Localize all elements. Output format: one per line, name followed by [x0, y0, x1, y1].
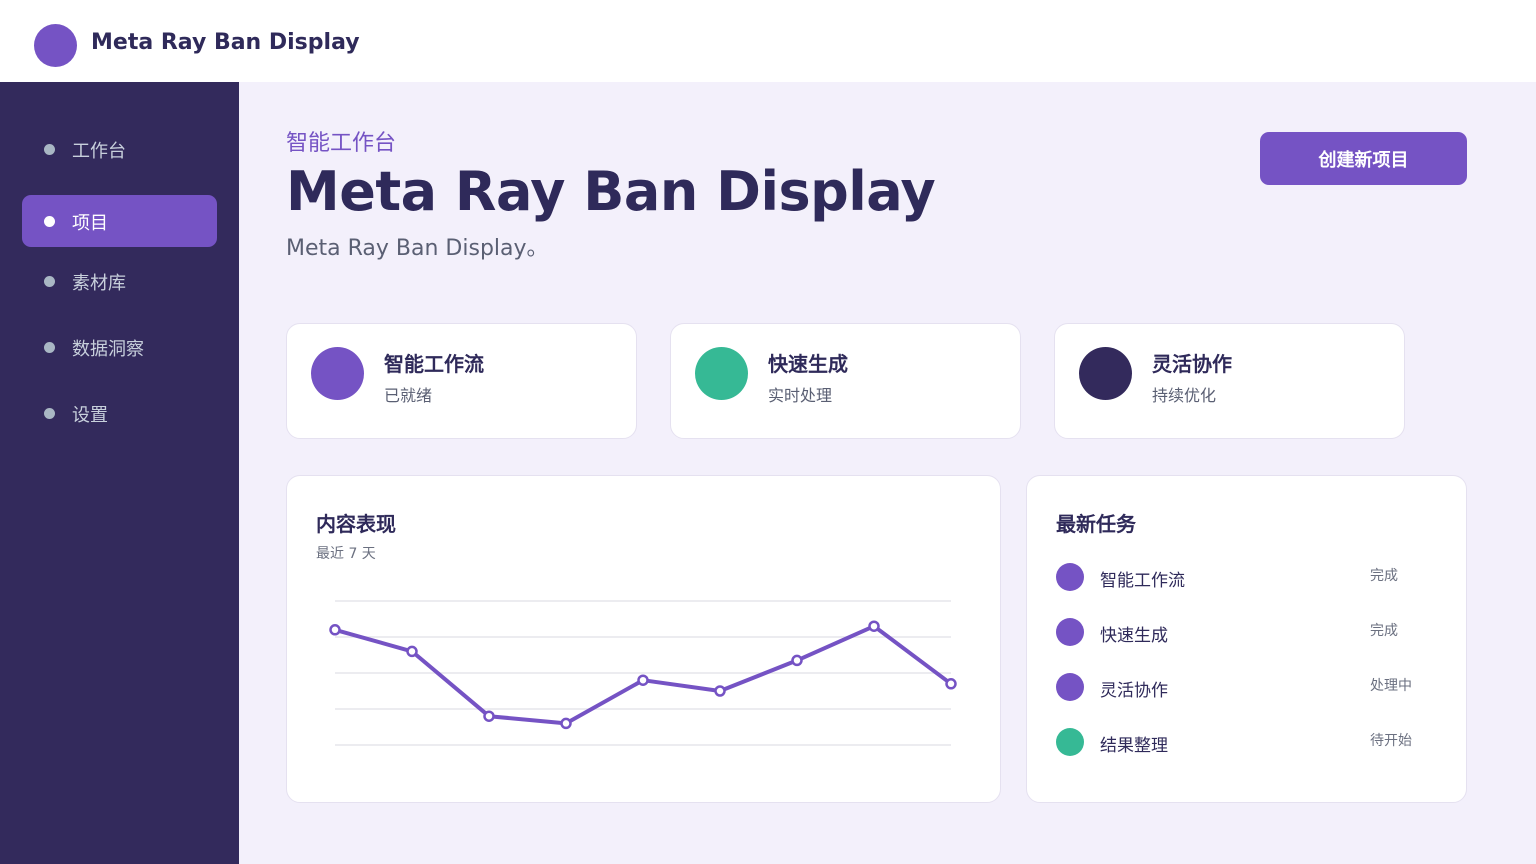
page-title: Meta Ray Ban Display: [286, 160, 936, 223]
task-status: 完成: [1370, 568, 1398, 584]
task-row[interactable]: 快速生成 完成: [1056, 617, 1436, 647]
task-status-dot-icon: [1056, 618, 1084, 646]
sidebar-item-workbench[interactable]: 工作台: [22, 123, 217, 175]
top-bar: Meta Ray Ban Display: [0, 0, 1536, 82]
page-eyebrow: 智能工作台: [286, 131, 397, 156]
stat-title: 快速生成: [768, 352, 848, 376]
sidebar-item-label: 素材库: [72, 273, 126, 294]
sidebar-item-label: 数据洞察: [72, 339, 144, 360]
logo-icon: [34, 24, 77, 67]
task-status: 待开始: [1370, 733, 1412, 749]
stat-card-generate[interactable]: 快速生成 实时处理: [670, 323, 1021, 439]
task-row[interactable]: 结果整理 待开始: [1056, 727, 1436, 757]
panel-title: 最新任务: [1056, 512, 1136, 536]
performance-line-chart: [329, 600, 957, 746]
task-name: 快速生成: [1100, 626, 1168, 646]
task-status: 完成: [1370, 623, 1398, 639]
generate-icon: [695, 347, 748, 400]
sidebar-item-assets[interactable]: 素材库: [22, 255, 217, 307]
sidebar: 工作台 项目 素材库 数据洞察 设置: [0, 82, 239, 864]
task-status-dot-icon: [1056, 728, 1084, 756]
task-status: 处理中: [1370, 678, 1412, 694]
bullet-icon: [44, 342, 55, 353]
sidebar-item-label: 项目: [72, 213, 108, 234]
data-point[interactable]: [406, 645, 418, 658]
task-name: 灵活协作: [1100, 681, 1168, 701]
data-point[interactable]: [791, 654, 803, 667]
performance-panel: 内容表现 最近 7 天: [286, 475, 1001, 803]
tasks-panel: 最新任务 智能工作流 完成 快速生成 完成 灵活协作 处理中 结果整理 待开始: [1026, 475, 1467, 803]
bullet-icon: [44, 144, 55, 155]
page-subtitle: Meta Ray Ban Display。: [286, 236, 549, 261]
panel-subtitle: 最近 7 天: [316, 546, 376, 562]
task-name: 结果整理: [1100, 736, 1168, 756]
bullet-icon: [44, 276, 55, 287]
data-point[interactable]: [329, 624, 341, 636]
stat-card-workflow[interactable]: 智能工作流 已就绪: [286, 323, 637, 439]
data-point[interactable]: [560, 717, 572, 730]
app-title: Meta Ray Ban Display: [91, 30, 360, 55]
data-point[interactable]: [868, 620, 880, 632]
sidebar-item-label: 工作台: [72, 141, 126, 162]
stat-subtitle: 实时处理: [768, 386, 833, 405]
sidebar-item-settings[interactable]: 设置: [22, 387, 217, 439]
bullet-icon: [44, 216, 55, 227]
sidebar-item-label: 设置: [72, 405, 108, 426]
data-point[interactable]: [637, 674, 649, 686]
stat-subtitle: 持续优化: [1152, 386, 1217, 405]
sidebar-item-projects[interactable]: 项目: [22, 195, 217, 247]
task-name: 智能工作流: [1100, 571, 1185, 591]
workflow-icon: [311, 347, 364, 400]
task-status-dot-icon: [1056, 563, 1084, 591]
task-row[interactable]: 智能工作流 完成: [1056, 562, 1436, 592]
panel-title: 内容表现: [316, 512, 396, 536]
sidebar-item-insights[interactable]: 数据洞察: [22, 321, 217, 373]
stat-title: 灵活协作: [1152, 352, 1232, 376]
create-project-button[interactable]: 创建新项目: [1260, 132, 1467, 185]
task-row[interactable]: 灵活协作 处理中: [1056, 672, 1436, 702]
bullet-icon: [44, 408, 55, 419]
stat-card-collaborate[interactable]: 灵活协作 持续优化: [1054, 323, 1405, 439]
data-point[interactable]: [945, 678, 957, 690]
data-point[interactable]: [714, 685, 726, 697]
stat-title: 智能工作流: [384, 352, 484, 376]
stat-subtitle: 已就绪: [384, 386, 433, 405]
collaborate-icon: [1079, 347, 1132, 400]
data-point[interactable]: [483, 710, 495, 722]
task-status-dot-icon: [1056, 673, 1084, 701]
